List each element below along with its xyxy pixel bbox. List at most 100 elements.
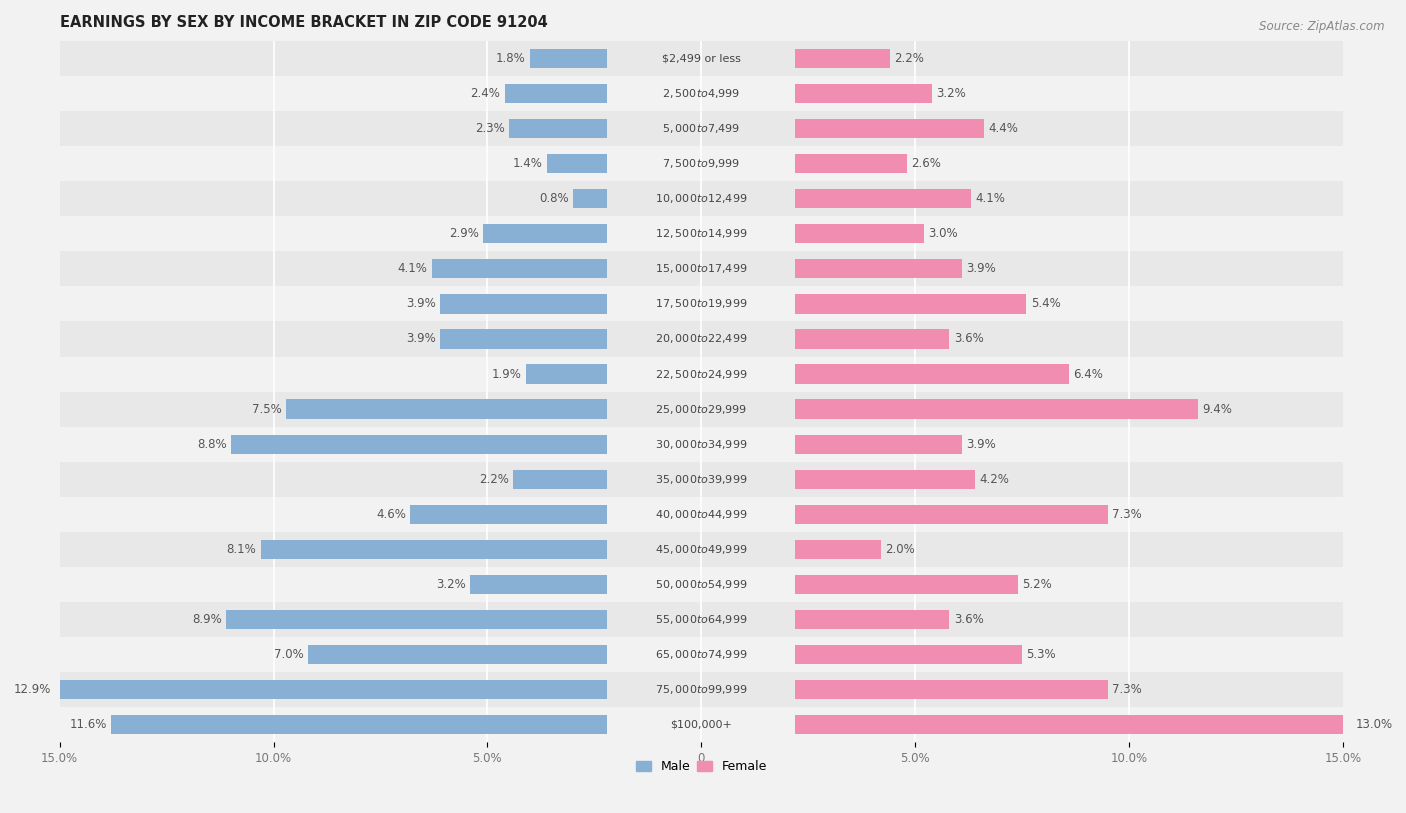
Bar xyxy=(796,154,907,173)
Text: $65,000 to $74,999: $65,000 to $74,999 xyxy=(655,648,748,661)
Text: EARNINGS BY SEX BY INCOME BRACKET IN ZIP CODE 91204: EARNINGS BY SEX BY INCOME BRACKET IN ZIP… xyxy=(59,15,547,30)
Bar xyxy=(796,540,882,559)
Bar xyxy=(796,189,970,208)
Text: 12.9%: 12.9% xyxy=(14,683,51,696)
Text: $100,000+: $100,000+ xyxy=(671,720,733,730)
Bar xyxy=(287,399,607,419)
Text: 1.8%: 1.8% xyxy=(496,52,526,65)
Text: 8.8%: 8.8% xyxy=(197,437,226,450)
Bar xyxy=(796,294,1026,314)
Text: 5.3%: 5.3% xyxy=(1026,648,1056,661)
Text: 3.9%: 3.9% xyxy=(966,437,997,450)
Text: 2.4%: 2.4% xyxy=(471,87,501,100)
Bar xyxy=(471,575,607,594)
Bar xyxy=(432,259,607,279)
Bar xyxy=(59,707,1343,742)
Text: $75,000 to $99,999: $75,000 to $99,999 xyxy=(655,683,748,696)
Text: $35,000 to $39,999: $35,000 to $39,999 xyxy=(655,473,748,486)
Text: $20,000 to $22,499: $20,000 to $22,499 xyxy=(655,333,748,346)
Bar xyxy=(440,329,607,349)
Bar xyxy=(530,49,607,68)
Text: 5.2%: 5.2% xyxy=(1022,578,1052,591)
Bar xyxy=(574,189,607,208)
Text: $22,500 to $24,999: $22,500 to $24,999 xyxy=(655,367,748,380)
Bar xyxy=(484,224,607,243)
Bar xyxy=(796,364,1069,384)
Text: 8.9%: 8.9% xyxy=(193,613,222,626)
Text: 6.4%: 6.4% xyxy=(1073,367,1104,380)
Bar xyxy=(796,49,890,68)
Text: 3.6%: 3.6% xyxy=(953,613,983,626)
Bar xyxy=(59,602,1343,637)
Text: 13.0%: 13.0% xyxy=(1355,718,1393,731)
Bar xyxy=(59,146,1343,181)
Text: 4.6%: 4.6% xyxy=(377,508,406,521)
Bar xyxy=(59,532,1343,567)
Text: 3.0%: 3.0% xyxy=(928,228,957,241)
Text: 2.3%: 2.3% xyxy=(475,122,505,135)
Bar xyxy=(59,321,1343,357)
Bar xyxy=(226,610,607,629)
Text: Source: ZipAtlas.com: Source: ZipAtlas.com xyxy=(1260,20,1385,33)
Bar xyxy=(59,181,1343,216)
Text: 2.0%: 2.0% xyxy=(886,543,915,556)
Bar xyxy=(440,294,607,314)
Bar xyxy=(59,427,1343,462)
Text: 7.3%: 7.3% xyxy=(1112,683,1142,696)
Text: $5,000 to $7,499: $5,000 to $7,499 xyxy=(662,122,741,135)
Text: $30,000 to $34,999: $30,000 to $34,999 xyxy=(655,437,748,450)
Bar xyxy=(796,119,984,138)
Text: 1.4%: 1.4% xyxy=(513,157,543,170)
Bar xyxy=(308,645,607,664)
Bar xyxy=(505,84,607,103)
Text: $45,000 to $49,999: $45,000 to $49,999 xyxy=(655,543,748,556)
Bar xyxy=(111,715,607,734)
Text: $7,500 to $9,999: $7,500 to $9,999 xyxy=(662,157,741,170)
Text: 8.1%: 8.1% xyxy=(226,543,256,556)
Bar xyxy=(59,637,1343,672)
Text: $50,000 to $54,999: $50,000 to $54,999 xyxy=(655,578,748,591)
Text: $40,000 to $44,999: $40,000 to $44,999 xyxy=(655,508,748,521)
Bar xyxy=(796,224,924,243)
Text: $17,500 to $19,999: $17,500 to $19,999 xyxy=(655,298,748,311)
Bar xyxy=(59,567,1343,602)
Bar xyxy=(59,41,1343,76)
Text: 11.6%: 11.6% xyxy=(69,718,107,731)
Bar xyxy=(796,84,932,103)
Bar xyxy=(796,329,949,349)
Text: 2.2%: 2.2% xyxy=(479,473,509,486)
Bar xyxy=(509,119,607,138)
Text: 5.4%: 5.4% xyxy=(1031,298,1060,311)
Text: 7.0%: 7.0% xyxy=(274,648,304,661)
Text: 3.2%: 3.2% xyxy=(436,578,465,591)
Bar xyxy=(59,462,1343,497)
Text: 4.4%: 4.4% xyxy=(988,122,1018,135)
Bar xyxy=(796,610,949,629)
Text: 7.3%: 7.3% xyxy=(1112,508,1142,521)
Text: 4.1%: 4.1% xyxy=(976,192,1005,205)
Legend: Male, Female: Male, Female xyxy=(631,755,772,778)
Text: 3.9%: 3.9% xyxy=(406,298,436,311)
Bar xyxy=(796,259,962,279)
Bar xyxy=(59,111,1343,146)
Text: $10,000 to $12,499: $10,000 to $12,499 xyxy=(655,192,748,205)
Text: 7.5%: 7.5% xyxy=(252,402,283,415)
Bar xyxy=(796,505,1108,524)
Text: 4.2%: 4.2% xyxy=(980,473,1010,486)
Bar xyxy=(796,470,976,489)
Text: 2.6%: 2.6% xyxy=(911,157,941,170)
Text: 9.4%: 9.4% xyxy=(1202,402,1232,415)
Bar xyxy=(55,680,607,699)
Text: 3.9%: 3.9% xyxy=(966,263,997,276)
Text: 3.9%: 3.9% xyxy=(406,333,436,346)
Bar xyxy=(59,497,1343,532)
Bar xyxy=(59,216,1343,251)
Bar xyxy=(231,435,607,454)
Bar xyxy=(411,505,607,524)
Text: $15,000 to $17,499: $15,000 to $17,499 xyxy=(655,263,748,276)
Bar xyxy=(260,540,607,559)
Text: $25,000 to $29,999: $25,000 to $29,999 xyxy=(655,402,748,415)
Text: 1.9%: 1.9% xyxy=(492,367,522,380)
Bar xyxy=(796,399,1198,419)
Text: $2,500 to $4,999: $2,500 to $4,999 xyxy=(662,87,741,100)
